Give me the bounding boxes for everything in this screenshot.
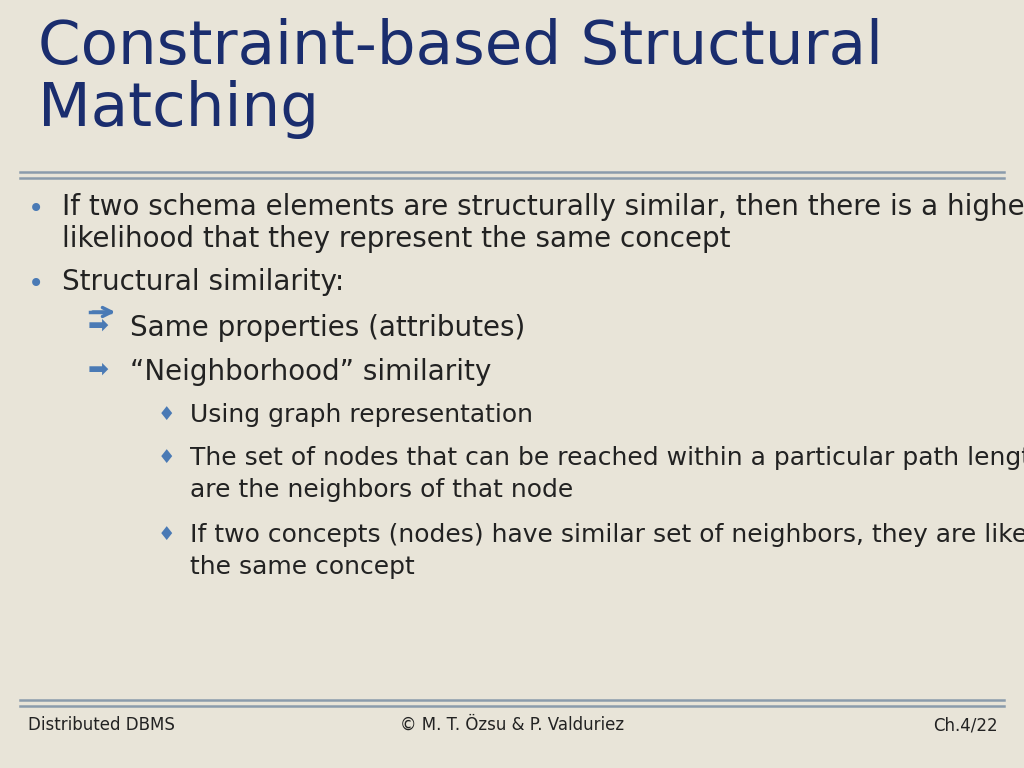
Text: The set of nodes that can be reached within a particular path length from a node: The set of nodes that can be reached wit… [190, 446, 1024, 470]
Text: Structural similarity:: Structural similarity: [62, 268, 344, 296]
Text: Using graph representation: Using graph representation [190, 403, 534, 427]
Text: ➡: ➡ [88, 358, 109, 382]
Text: Constraint-based Structural: Constraint-based Structural [38, 18, 883, 77]
Text: ➡: ➡ [88, 314, 109, 338]
Text: ♦: ♦ [158, 448, 175, 467]
Text: the same concept: the same concept [190, 555, 415, 579]
Text: •: • [28, 195, 44, 223]
Text: ♦: ♦ [158, 525, 175, 544]
Text: are the neighbors of that node: are the neighbors of that node [190, 478, 573, 502]
Text: Ch.4/22: Ch.4/22 [933, 716, 998, 734]
Text: If two schema elements are structurally similar, then there is a higher: If two schema elements are structurally … [62, 193, 1024, 221]
Text: “Neighborhood” similarity: “Neighborhood” similarity [130, 358, 492, 386]
Text: Distributed DBMS: Distributed DBMS [28, 716, 175, 734]
Text: ♦: ♦ [158, 405, 175, 424]
Text: Matching: Matching [38, 80, 319, 139]
Text: If two concepts (nodes) have similar set of neighbors, they are likely to repres: If two concepts (nodes) have similar set… [190, 523, 1024, 547]
Text: likelihood that they represent the same concept: likelihood that they represent the same … [62, 225, 730, 253]
Text: •: • [28, 270, 44, 298]
Text: © M. T. Özsu & P. Valduriez: © M. T. Özsu & P. Valduriez [400, 716, 624, 734]
Text: Same properties (attributes): Same properties (attributes) [130, 314, 525, 342]
